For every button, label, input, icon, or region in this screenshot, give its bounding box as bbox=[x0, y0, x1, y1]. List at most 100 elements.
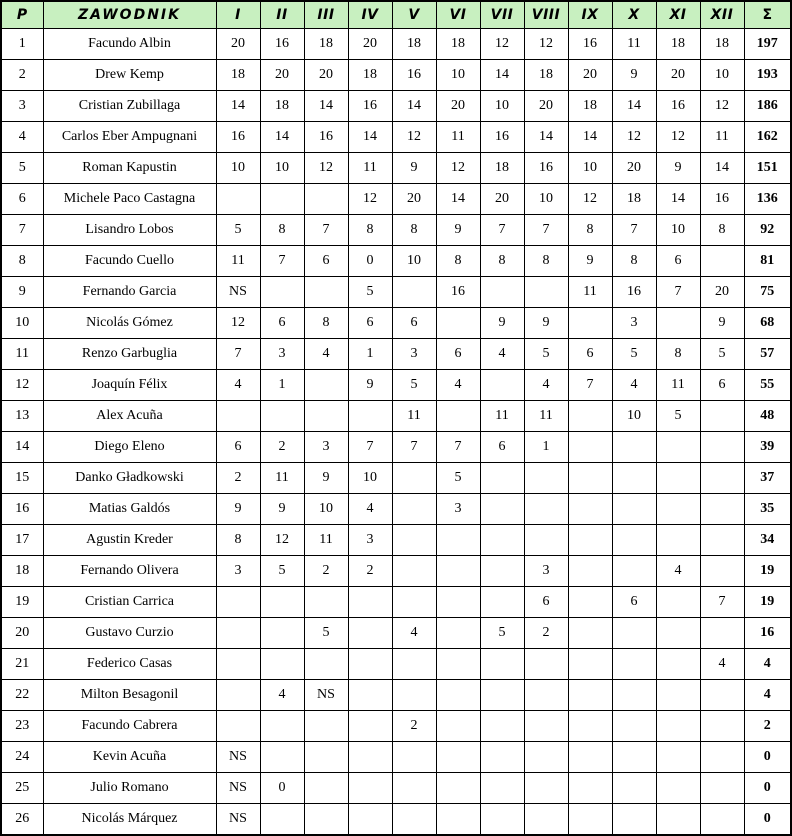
column-header-round-10[interactable]: X bbox=[611, 0, 657, 29]
cell-score: 0 bbox=[347, 245, 393, 277]
cell-competitor-name: Nicolás Márquez bbox=[42, 803, 217, 835]
column-header-total[interactable]: Σ bbox=[743, 0, 792, 29]
cell-score-empty bbox=[655, 493, 701, 525]
cell-score: 4 bbox=[259, 679, 305, 711]
table-row[interactable]: 26 Nicolás Márquez NS 0 bbox=[0, 803, 792, 835]
cell-score-empty bbox=[523, 276, 569, 308]
table-row[interactable]: 9 Fernando Garcia NS 5 16 11 16 7 20 75 bbox=[0, 276, 792, 308]
cell-score-empty bbox=[655, 803, 701, 835]
cell-score-empty bbox=[567, 307, 613, 339]
cell-score: 3 bbox=[303, 431, 349, 463]
column-header-position[interactable]: P bbox=[0, 0, 44, 29]
cell-score: 20 bbox=[391, 183, 437, 215]
table-row[interactable]: 13 Alex Acuña 11 11 11 10 5 48 bbox=[0, 400, 792, 432]
table-row[interactable]: 4 Carlos Eber Ampugnani 16 14 16 14 12 11 16 14 14… bbox=[0, 121, 792, 153]
column-header-round-12[interactable]: XII bbox=[699, 0, 745, 29]
cell-score-empty bbox=[611, 648, 657, 680]
table-row[interactable]: 10 Nicolás Gómez 12 6 8 6 6 9 9 3 9 68 bbox=[0, 307, 792, 339]
cell-score-empty bbox=[611, 679, 657, 711]
table-row[interactable]: 7 Lisandro Lobos 5 8 7 8 8 9 7 7 8 7 10 8 92 bbox=[0, 214, 792, 246]
table-row[interactable]: 1 Facundo Albin 20 16 18 20 18 18 12 12 16 11 18 18 19… bbox=[0, 28, 792, 60]
cell-competitor-name: Facundo Cabrera bbox=[42, 710, 217, 742]
column-header-round-8[interactable]: VIII bbox=[523, 0, 569, 29]
table-row[interactable]: 12 Joaquín Félix 4 1 9 5 4 4 7 4 11 6 55 bbox=[0, 369, 792, 401]
cell-score: 5 bbox=[655, 400, 701, 432]
column-header-round-5[interactable]: V bbox=[391, 0, 437, 29]
cell-score: 7 bbox=[215, 338, 261, 370]
cell-score: 12 bbox=[655, 121, 701, 153]
cell-score: 0 bbox=[259, 772, 305, 804]
cell-score: 10 bbox=[435, 59, 481, 91]
column-header-round-11[interactable]: XI bbox=[655, 0, 701, 29]
table-row[interactable]: 19 Cristian Carrica 6 6 7 19 bbox=[0, 586, 792, 618]
cell-score: 9 bbox=[655, 152, 701, 184]
column-header-competitor[interactable]: ZAWODNIK bbox=[42, 0, 217, 29]
table-row[interactable]: 14 Diego Eleno 6 2 3 7 7 7 6 1 39 bbox=[0, 431, 792, 463]
cell-score: 11 bbox=[479, 400, 525, 432]
cell-score: 7 bbox=[303, 214, 349, 246]
table-row[interactable]: 6 Michele Paco Castagna 12 20 14 20 10 12 18 14 16… bbox=[0, 183, 792, 215]
column-header-round-3[interactable]: III bbox=[303, 0, 349, 29]
cell-score: NS bbox=[215, 276, 261, 308]
cell-score-empty bbox=[479, 276, 525, 308]
table-row[interactable]: 22 Milton Besagonil 4 NS 4 bbox=[0, 679, 792, 711]
cell-score: 6 bbox=[303, 245, 349, 277]
cell-score: 12 bbox=[699, 90, 745, 122]
cell-total: 48 bbox=[743, 400, 792, 432]
cell-score: 8 bbox=[435, 245, 481, 277]
cell-score: 20 bbox=[303, 59, 349, 91]
table-row[interactable]: 3 Cristian Zubillaga 14 18 14 16 14 20 10 20 18 14 1… bbox=[0, 90, 792, 122]
cell-score: 9 bbox=[303, 462, 349, 494]
cell-score: 4 bbox=[699, 648, 745, 680]
cell-score-empty bbox=[479, 586, 525, 618]
cell-score: 20 bbox=[347, 28, 393, 60]
cell-competitor-name: Renzo Garbuglia bbox=[42, 338, 217, 370]
table-row[interactable]: 17 Agustin Kreder 8 12 11 3 34 bbox=[0, 524, 792, 556]
cell-score-empty bbox=[523, 803, 569, 835]
column-header-round-1[interactable]: I bbox=[215, 0, 261, 29]
table-row[interactable]: 16 Matias Galdós 9 9 10 4 3 35 bbox=[0, 493, 792, 525]
table-row[interactable]: 24 Kevin Acuña NS 0 bbox=[0, 741, 792, 773]
cell-score: 7 bbox=[479, 214, 525, 246]
column-header-round-9[interactable]: IX bbox=[567, 0, 613, 29]
table-row[interactable]: 23 Facundo Cabrera 2 2 bbox=[0, 710, 792, 742]
cell-score: 16 bbox=[523, 152, 569, 184]
cell-position: 4 bbox=[0, 121, 44, 153]
table-row[interactable]: 8 Facundo Cuello 11 7 6 0 10 8 8 8 9 8 6 81 bbox=[0, 245, 792, 277]
table-row[interactable]: 15 Danko Gładkowski 2 11 9 10 5 37 bbox=[0, 462, 792, 494]
table-row[interactable]: 11 Renzo Garbuglia 7 3 4 1 3 6 4 5 6 5 8 5 57 bbox=[0, 338, 792, 370]
column-header-round-4[interactable]: IV bbox=[347, 0, 393, 29]
cell-score: 6 bbox=[567, 338, 613, 370]
cell-score-empty bbox=[655, 462, 701, 494]
cell-score: 6 bbox=[391, 307, 437, 339]
cell-score-empty bbox=[567, 741, 613, 773]
table-row[interactable]: 20 Gustavo Curzio 5 4 5 2 16 bbox=[0, 617, 792, 649]
column-header-round-6[interactable]: VI bbox=[435, 0, 481, 29]
cell-score: 14 bbox=[523, 121, 569, 153]
cell-score: 9 bbox=[567, 245, 613, 277]
cell-total: 55 bbox=[743, 369, 792, 401]
column-header-round-2[interactable]: II bbox=[259, 0, 305, 29]
cell-score-empty bbox=[435, 772, 481, 804]
cell-score-empty bbox=[259, 586, 305, 618]
cell-score-empty bbox=[699, 245, 745, 277]
column-header-round-7[interactable]: VII bbox=[479, 0, 525, 29]
cell-score: 2 bbox=[347, 555, 393, 587]
table-row[interactable]: 5 Roman Kapustin 10 10 12 11 9 12 18 16 10 20 9 14 151 bbox=[0, 152, 792, 184]
table-row[interactable]: 18 Fernando Olivera 3 5 2 2 3 4 19 bbox=[0, 555, 792, 587]
table-header: P ZAWODNIK I II III IV V VI VII VIII IX X XI XII Σ bbox=[0, 0, 792, 29]
cell-score: 20 bbox=[523, 90, 569, 122]
cell-score: 18 bbox=[567, 90, 613, 122]
cell-score-empty bbox=[347, 679, 393, 711]
cell-score: 11 bbox=[435, 121, 481, 153]
table-row[interactable]: 21 Federico Casas 4 4 bbox=[0, 648, 792, 680]
cell-score-empty bbox=[303, 710, 349, 742]
cell-total: 92 bbox=[743, 214, 792, 246]
cell-competitor-name: Joaquín Félix bbox=[42, 369, 217, 401]
cell-score-empty bbox=[259, 400, 305, 432]
cell-score-empty bbox=[611, 710, 657, 742]
cell-score: 3 bbox=[523, 555, 569, 587]
table-row[interactable]: 25 Julio Romano NS 0 0 bbox=[0, 772, 792, 804]
cell-position: 6 bbox=[0, 183, 44, 215]
table-row[interactable]: 2 Drew Kemp 18 20 20 18 16 10 14 18 20 9 20 10 193 bbox=[0, 59, 792, 91]
